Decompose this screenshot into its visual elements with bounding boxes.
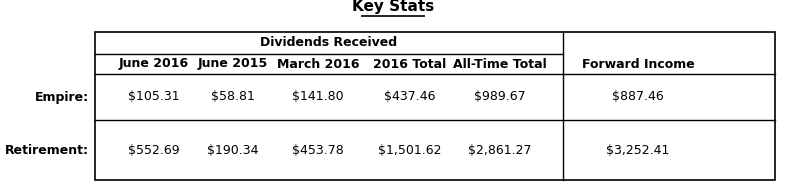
Text: Empire:: Empire: [35, 90, 89, 103]
Text: $3,252.41: $3,252.41 [606, 143, 670, 156]
Text: $552.69: $552.69 [128, 143, 180, 156]
Text: $58.81: $58.81 [211, 90, 255, 103]
Text: $1,501.62: $1,501.62 [378, 143, 442, 156]
Text: 2016 Total: 2016 Total [373, 57, 446, 70]
Text: $2,861.27: $2,861.27 [468, 143, 532, 156]
Text: June 2015: June 2015 [198, 57, 268, 70]
Text: Retirement:: Retirement: [5, 143, 89, 156]
Text: $190.34: $190.34 [208, 143, 259, 156]
Text: $453.78: $453.78 [292, 143, 344, 156]
Text: March 2016: March 2016 [277, 57, 359, 70]
Text: $141.80: $141.80 [292, 90, 343, 103]
Text: $989.67: $989.67 [474, 90, 526, 103]
Text: All-Time Total: All-Time Total [453, 57, 547, 70]
Text: $105.31: $105.31 [128, 90, 180, 103]
Text: June 2016: June 2016 [119, 57, 189, 70]
Text: Dividends Received: Dividends Received [260, 36, 398, 50]
Text: $437.46: $437.46 [384, 90, 435, 103]
Bar [95, 32, 775, 180]
Text: Key Stats: Key Stats [352, 0, 434, 14]
Text: Forward Income: Forward Income [582, 57, 694, 70]
Text: $887.46: $887.46 [612, 90, 664, 103]
